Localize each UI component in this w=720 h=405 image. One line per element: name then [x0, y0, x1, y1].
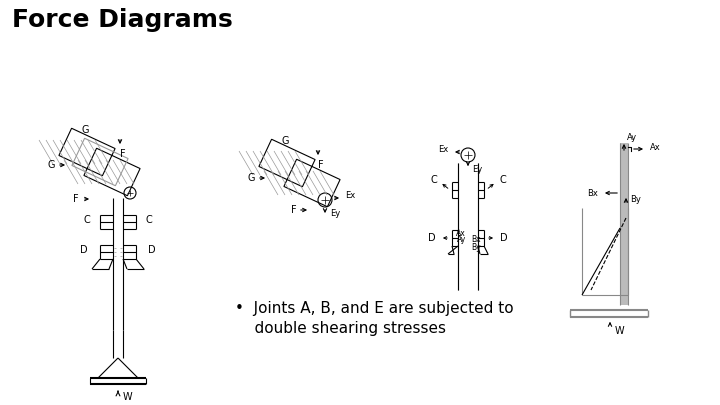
Text: W: W [615, 326, 625, 336]
Text: Ex: Ex [345, 192, 355, 200]
Text: Force Diagrams: Force Diagrams [12, 8, 233, 32]
Text: D: D [428, 233, 436, 243]
Text: F: F [318, 160, 323, 170]
Text: Ay: Ay [627, 134, 637, 143]
Text: C: C [499, 175, 505, 185]
Text: Ey: Ey [472, 164, 482, 173]
Text: By: By [630, 196, 641, 205]
Text: G: G [81, 125, 89, 135]
Text: Ax: Ax [650, 143, 661, 153]
Text: •  Joints A, B, and E are subjected to: • Joints A, B, and E are subjected to [235, 301, 513, 315]
Text: F: F [73, 194, 79, 204]
Text: W: W [123, 392, 132, 402]
Text: F: F [120, 149, 125, 159]
Text: D: D [148, 245, 156, 255]
Text: C: C [431, 175, 437, 185]
Text: G: G [282, 136, 289, 146]
Text: G: G [248, 173, 255, 183]
Text: By: By [471, 243, 481, 252]
Text: double shearing stresses: double shearing stresses [235, 320, 446, 335]
Text: D: D [500, 233, 508, 243]
Text: Bx: Bx [587, 188, 598, 198]
Text: Ay: Ay [456, 235, 466, 245]
Text: C: C [84, 215, 90, 225]
Text: Ex: Ex [438, 145, 448, 154]
Text: F: F [292, 205, 297, 215]
Text: C: C [146, 215, 153, 225]
Text: Ey: Ey [330, 209, 341, 219]
Text: D: D [81, 245, 88, 255]
Text: G: G [48, 160, 55, 170]
Text: Ax: Ax [456, 228, 466, 237]
Text: Bx: Bx [471, 235, 481, 245]
